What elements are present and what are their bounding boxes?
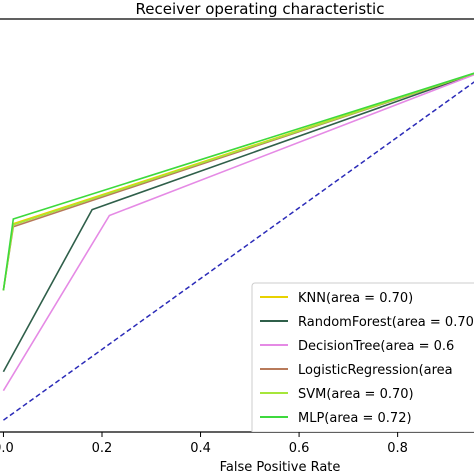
series-layer (2, 72, 474, 392)
x-tick-label: 0.0 (0, 441, 14, 456)
legend-box (251, 282, 474, 432)
legend-label-1: RandomForest(area = 0.70) (298, 315, 474, 330)
x-tick-label: 0.2 (92, 441, 113, 456)
series-line-1 (2, 73, 474, 373)
legend-label-0: KNN(area = 0.70) (298, 291, 413, 306)
legend: KNN(area = 0.70) RandomForest(area = 0.70… (251, 282, 474, 432)
legend-label-5: MLP(area = 0.72) (298, 411, 412, 426)
legend-label-3: LogisticRegression(area (298, 363, 453, 378)
chance-diagonal-line (3, 81, 474, 421)
x-axis-label: False Positive Rate (220, 460, 341, 474)
diagonal-layer (3, 81, 474, 421)
x-tick-label: 0.4 (190, 441, 211, 456)
x-axis-ticks: 0.0 0.2 0.4 0.6 0.8 (0, 432, 408, 456)
chart-title: Receiver operating characteristic (136, 0, 385, 18)
legend-label-2: DecisionTree(area = 0.6 (298, 339, 454, 354)
x-tick-label: 0.6 (289, 441, 310, 456)
series-line-5 (2, 72, 474, 291)
series-line-2 (2, 73, 474, 392)
x-tick-label: 0.8 (387, 441, 408, 456)
legend-label-4: SVM(area = 0.70) (298, 387, 414, 402)
